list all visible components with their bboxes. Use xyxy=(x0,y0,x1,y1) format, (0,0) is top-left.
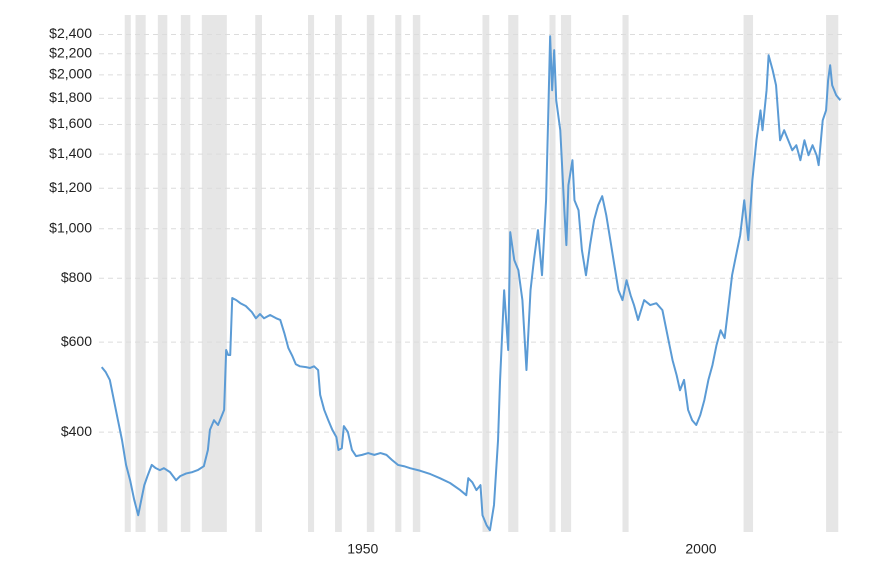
recession-band xyxy=(743,15,754,532)
recession-band xyxy=(157,15,168,532)
recession-band xyxy=(135,15,146,532)
recession-band xyxy=(307,15,315,532)
recession-band xyxy=(549,15,556,532)
y-tick-label: $1,800 xyxy=(49,89,92,105)
y-tick-label: $2,200 xyxy=(49,44,92,60)
y-tick-label: $1,200 xyxy=(49,179,92,195)
recession-band xyxy=(124,15,131,532)
y-tick-label: $800 xyxy=(61,269,92,285)
recession-band xyxy=(180,15,191,532)
recession-band xyxy=(395,15,402,532)
recession-band xyxy=(560,15,572,532)
recession-band xyxy=(508,15,519,532)
recession-band xyxy=(622,15,629,532)
y-tick-label: $600 xyxy=(61,333,92,349)
recession-band xyxy=(255,15,263,532)
price-line xyxy=(100,35,842,532)
recession-band xyxy=(201,15,227,532)
y-tick-label: $1,000 xyxy=(49,219,92,235)
y-tick-label: $2,400 xyxy=(49,25,92,41)
x-tick-label: 2000 xyxy=(685,541,716,557)
x-tick-label: 1950 xyxy=(347,541,378,557)
y-tick-label: $1,400 xyxy=(49,145,92,161)
recession-band xyxy=(335,15,342,532)
y-tick-label: $2,000 xyxy=(49,66,92,82)
recession-band xyxy=(412,15,421,532)
recession-band xyxy=(366,15,375,532)
y-tick-label: $400 xyxy=(61,423,92,439)
recession-band xyxy=(826,15,839,532)
recession-band xyxy=(482,15,490,532)
y-tick-label: $1,600 xyxy=(49,115,92,131)
